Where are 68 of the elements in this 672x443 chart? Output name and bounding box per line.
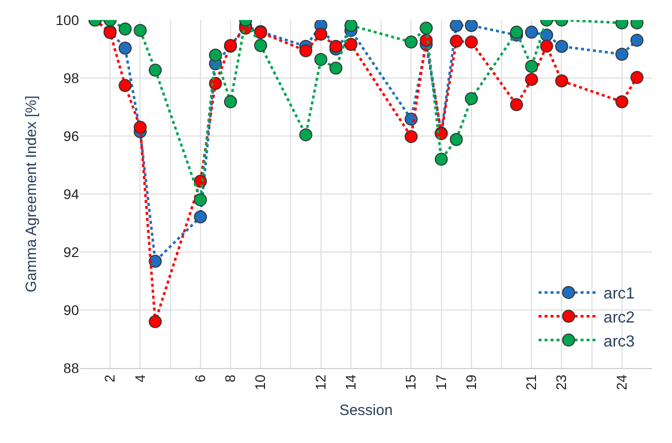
point	[615, 95, 628, 108]
point	[148, 254, 162, 268]
point	[525, 26, 538, 39]
point	[118, 42, 132, 55]
point	[329, 40, 342, 53]
point	[134, 120, 147, 134]
point	[555, 74, 568, 88]
point	[450, 20, 463, 32]
point	[510, 26, 524, 39]
x-tick-label: 2	[102, 374, 118, 382]
point	[450, 34, 463, 48]
y-tick-label: 98	[63, 70, 80, 86]
point	[118, 79, 132, 92]
point	[118, 22, 132, 36]
y-tick-label: 88	[63, 360, 80, 376]
y-axis-title: Gamma Agreement Index [%]	[22, 96, 40, 292]
point	[329, 62, 342, 75]
point	[434, 152, 448, 166]
x-tick-label: 14	[342, 374, 358, 390]
legend-label: arc3	[604, 333, 635, 350]
x-tick-label: 23	[553, 374, 570, 390]
point	[464, 36, 478, 49]
point	[630, 70, 644, 84]
point	[314, 28, 328, 41]
point	[224, 95, 238, 108]
point	[148, 64, 162, 77]
x-tick-label: 15	[402, 374, 419, 390]
point	[344, 20, 358, 32]
x-tick-label: 4	[132, 374, 148, 382]
y-tick-label: 96	[63, 128, 80, 144]
point	[404, 36, 418, 49]
x-tick-label: 19	[462, 374, 479, 390]
y-tick-label: 92	[63, 244, 80, 260]
point	[464, 20, 478, 32]
point	[404, 130, 418, 144]
x-tick-label: 8	[222, 374, 238, 382]
point	[615, 48, 628, 61]
point	[555, 40, 568, 53]
point	[344, 38, 358, 51]
point	[525, 72, 538, 86]
point	[630, 34, 644, 47]
point	[314, 52, 328, 66]
point	[540, 40, 554, 53]
x-axis-title: Session	[339, 402, 393, 420]
x-tick-label: 17	[432, 374, 449, 390]
x-tick-label: 12	[312, 374, 328, 390]
y-tick-label: 100	[56, 12, 80, 28]
point	[420, 22, 433, 35]
point	[148, 315, 162, 328]
x-tick-label: 6	[192, 374, 208, 382]
x-tick-label: 10	[252, 374, 268, 390]
x-tick-label: 21	[523, 374, 540, 390]
point	[194, 193, 207, 206]
point	[450, 132, 463, 146]
point	[254, 39, 268, 52]
y-tick-label: 94	[63, 186, 80, 202]
point	[299, 44, 312, 58]
x-tick-label: 24	[613, 374, 630, 390]
point	[464, 92, 478, 106]
point	[525, 60, 538, 73]
legend-label: arc1	[604, 286, 635, 303]
legend-label: arc2	[604, 310, 635, 326]
point	[299, 128, 312, 142]
y-tick-label: 90	[63, 302, 80, 318]
point	[208, 48, 222, 62]
point	[194, 210, 207, 224]
point	[134, 24, 147, 37]
point	[510, 98, 524, 112]
